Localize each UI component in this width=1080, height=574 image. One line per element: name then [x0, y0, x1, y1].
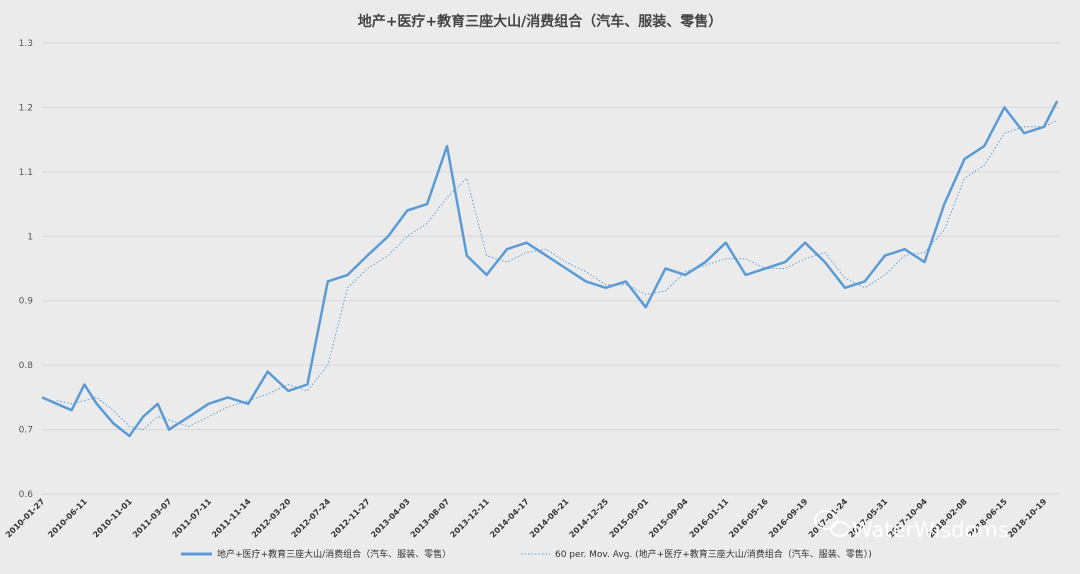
y-tick-label: 1.1 [19, 168, 33, 178]
y-tick-label: 0.8 [19, 361, 34, 371]
watermark: WaterWisdoms [814, 510, 1009, 542]
series-line-moving-average [56, 119, 1058, 431]
series-layer [41, 100, 1059, 438]
y-tick-label: 1.3 [19, 39, 33, 49]
watermark-text: WaterWisdoms [852, 518, 1009, 542]
y-tick-label: 0.6 [19, 490, 34, 500]
series-line-main [41, 100, 1059, 438]
wechat-icon [814, 510, 850, 537]
y-tick-label: 1 [27, 232, 33, 242]
legend-label-moving-average: 60 per. Mov. Avg. (地产+医疗+教育三座大山/消费组合（汽车、… [555, 548, 872, 560]
legend: 地产+医疗+教育三座大山/消费组合（汽车、服装、零售） 60 per. Mov.… [181, 548, 872, 560]
legend-label-main: 地产+医疗+教育三座大山/消费组合（汽车、服装、零售） [217, 548, 451, 560]
gridlines [42, 42, 1060, 495]
y-tick-label: 0.7 [19, 426, 33, 436]
y-tick-label: 1.2 [19, 103, 33, 113]
chart-title: 地产+医疗+教育三座大山/消费组合（汽车、服装、零售） [358, 13, 723, 30]
y-tick-label: 0.9 [19, 297, 34, 307]
y-tick-labels: 0.6 0.7 0.8 0.9 1 1.1 1.2 1.3 [19, 39, 34, 500]
